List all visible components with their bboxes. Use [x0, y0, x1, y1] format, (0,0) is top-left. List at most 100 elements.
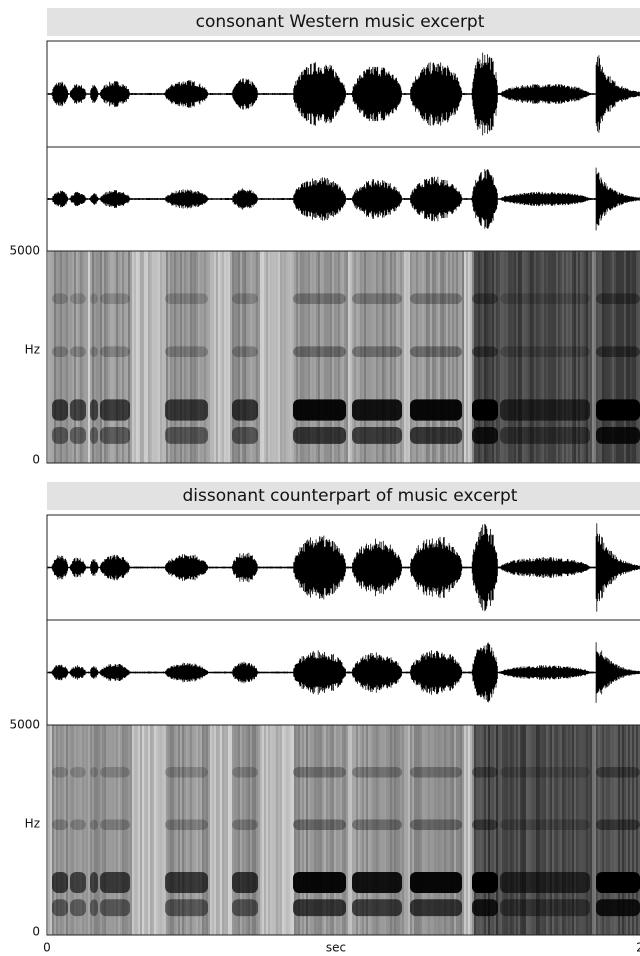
spectrogram-column	[398, 725, 400, 935]
spectrogram-column	[194, 725, 196, 935]
spectrogram-column	[74, 725, 76, 935]
spectrogram-column	[634, 725, 636, 935]
spectrogram-column	[228, 251, 230, 463]
spectrogram-column	[310, 251, 312, 463]
spectrogram-column	[122, 725, 124, 935]
spectrogram-column	[306, 725, 308, 935]
spectrogram-column	[542, 725, 544, 935]
spectrogram-column	[238, 251, 240, 463]
spectrogram-column	[552, 725, 554, 935]
spectrogram-column	[304, 725, 306, 935]
x-axis-label: sec	[326, 941, 346, 955]
spectrogram-column	[448, 725, 450, 935]
spectrogram-column	[224, 725, 226, 935]
spectrogram-column	[582, 251, 584, 463]
spectrogram-column	[520, 725, 522, 935]
artwork	[46, 40, 640, 936]
spectrogram-column	[104, 725, 106, 935]
spectrogram-column	[294, 725, 296, 935]
spectrogram-band	[52, 399, 68, 421]
spectrogram-column	[490, 251, 492, 463]
spectrogram-column	[574, 725, 576, 935]
spectrogram-column	[560, 725, 562, 935]
spectrogram-column	[518, 251, 520, 463]
spectrogram-column	[392, 725, 394, 935]
spectrogram-band	[352, 426, 402, 444]
spectrogram-column	[128, 725, 130, 935]
spectrogram-column	[364, 725, 366, 935]
spectrogram-column	[510, 725, 512, 935]
spectrogram-column	[332, 251, 334, 463]
spectrogram-column	[370, 725, 372, 935]
spectrogram-column	[300, 251, 302, 463]
waveform	[47, 167, 640, 231]
spectrogram-column	[216, 251, 218, 463]
spectrogram-column	[256, 251, 258, 463]
spectrogram-column	[620, 251, 622, 463]
spectrogram-column	[608, 725, 610, 935]
spectrogram-column	[190, 725, 192, 935]
spectrogram-column	[378, 251, 380, 463]
spectrogram-column	[100, 725, 102, 935]
spectrogram-column	[410, 725, 412, 935]
title-bar	[47, 482, 640, 510]
spectrogram-column	[248, 725, 250, 935]
spectrogram-column	[418, 725, 420, 935]
spectrogram-band	[410, 346, 462, 357]
spectrogram-column	[386, 251, 388, 463]
spectrogram-column	[250, 251, 252, 463]
spectrogram-column	[462, 725, 464, 935]
spectrogram-column	[368, 725, 370, 935]
spectrogram-column	[150, 251, 152, 463]
spectrogram-frame	[46, 724, 640, 936]
spectrogram-column	[420, 251, 422, 463]
spectrogram-column	[586, 251, 588, 463]
spectrogram-column	[406, 251, 408, 463]
spectrogram-band	[232, 819, 258, 830]
spectrogram-column	[582, 725, 584, 935]
spectrogram-column	[378, 725, 380, 935]
spectrogram-column	[124, 251, 126, 463]
spectrogram-column	[416, 725, 418, 935]
spectrogram-column	[592, 251, 594, 463]
spectrogram-column	[406, 725, 408, 935]
spectrogram-column	[380, 251, 382, 463]
spectrogram-column	[324, 251, 326, 463]
spectrogram-column	[230, 251, 232, 463]
spectrogram-column	[410, 251, 412, 463]
spectrogram-column	[58, 725, 60, 935]
spectrogram-column	[598, 251, 600, 463]
spectrogram-column	[274, 251, 276, 463]
spectrogram-band	[596, 426, 640, 444]
spectrogram-column	[110, 251, 112, 463]
spectrogram-column	[474, 251, 476, 463]
spectrogram-band	[100, 293, 130, 304]
spectrogram-column	[86, 251, 88, 463]
spectrogram-column	[526, 251, 528, 463]
spectrogram-column	[518, 725, 520, 935]
spectrogram-column	[452, 725, 454, 935]
spectrogram-column	[132, 725, 134, 935]
spectrogram-column	[360, 725, 362, 935]
spectrogram-column	[618, 251, 620, 463]
spectrogram-column	[612, 725, 614, 935]
spectrogram-column	[454, 725, 456, 935]
spectrogram-band	[70, 899, 86, 917]
spectrogram-column	[340, 251, 342, 463]
spectrogram-column	[524, 251, 526, 463]
spectrogram-column	[94, 725, 96, 935]
spectrogram-column	[74, 251, 76, 463]
spectrogram-band	[52, 899, 68, 917]
spectrogram-column	[564, 725, 566, 935]
spectrogram-column	[268, 725, 270, 935]
spectrogram-band	[100, 819, 130, 830]
spectrogram-column	[242, 251, 244, 463]
spectrogram-column	[252, 725, 254, 935]
spectrogram-column	[292, 251, 294, 463]
spectrogram-column	[334, 251, 336, 463]
spectrogram-column	[520, 251, 522, 463]
spectrogram-band	[596, 767, 640, 778]
spectrogram-column	[186, 725, 188, 935]
spectrogram-column	[314, 251, 316, 463]
spectrogram-column	[176, 725, 178, 935]
